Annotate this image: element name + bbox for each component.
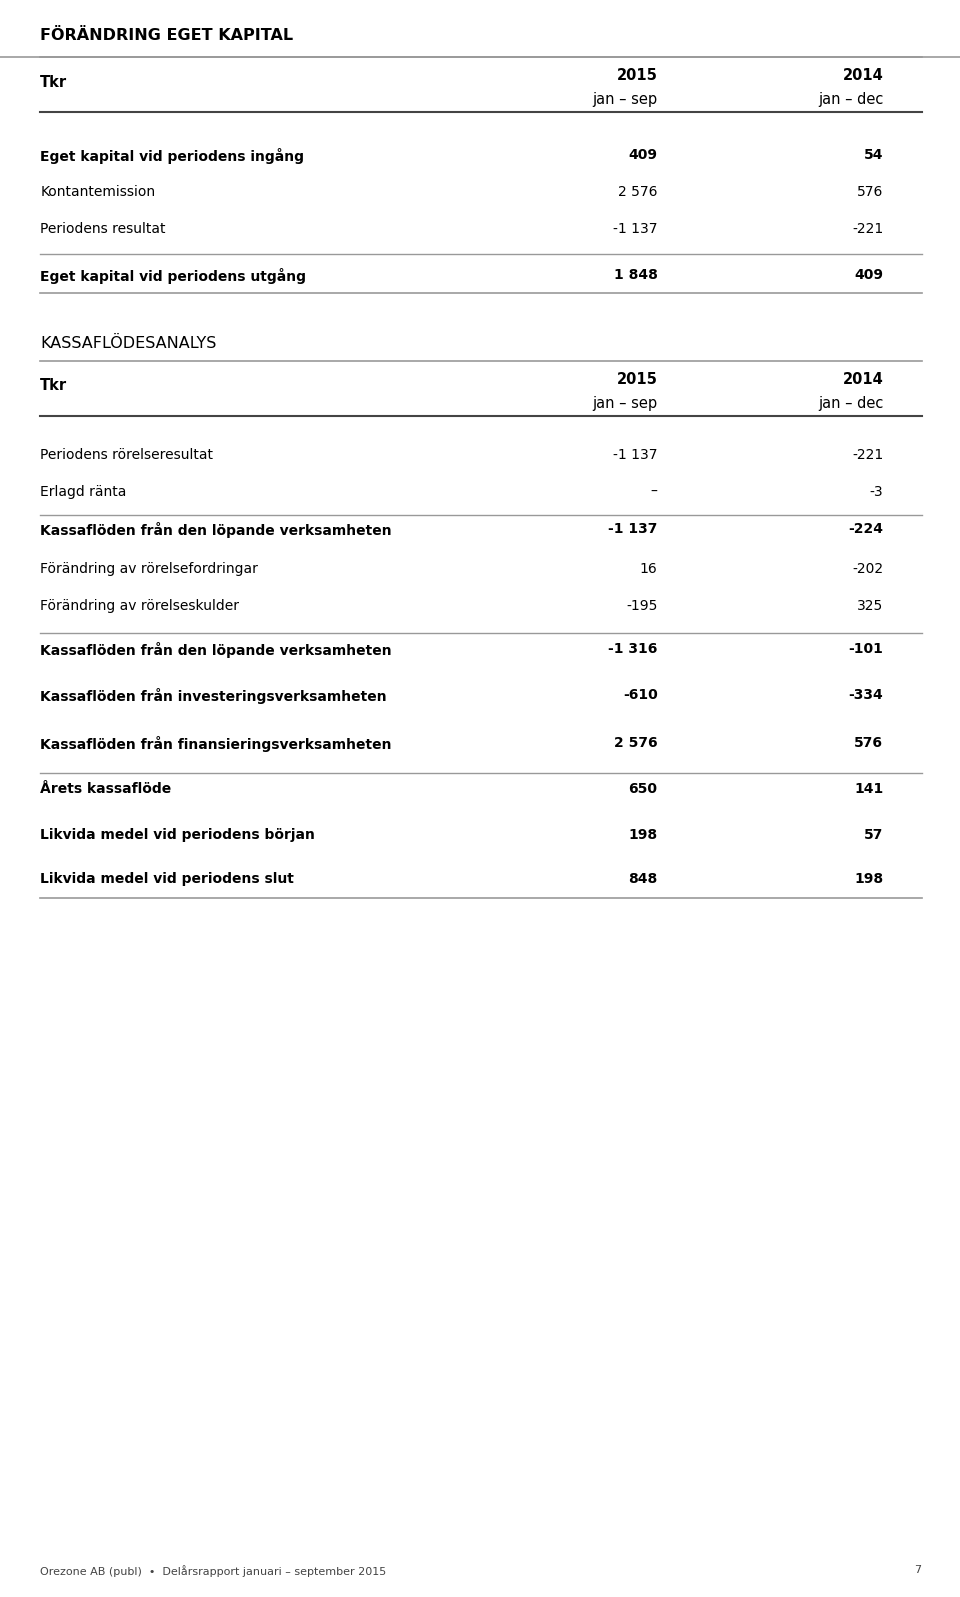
Text: -1 137: -1 137 bbox=[613, 222, 658, 236]
Text: 576: 576 bbox=[857, 185, 883, 200]
Text: Eget kapital vid periodens ingång: Eget kapital vid periodens ingång bbox=[40, 149, 304, 164]
Text: 650: 650 bbox=[629, 783, 658, 795]
Text: jan – dec: jan – dec bbox=[818, 93, 883, 107]
Text: -1 316: -1 316 bbox=[609, 642, 658, 656]
Text: 2015: 2015 bbox=[616, 69, 658, 83]
Text: 409: 409 bbox=[854, 268, 883, 283]
Text: 57: 57 bbox=[864, 827, 883, 842]
Text: Kassaflöden från den löpande verksamheten: Kassaflöden från den löpande verksamhete… bbox=[40, 522, 392, 538]
Text: 325: 325 bbox=[857, 599, 883, 613]
Text: 1 848: 1 848 bbox=[613, 268, 658, 283]
Text: Kontantemission: Kontantemission bbox=[40, 185, 156, 200]
Text: KASSAFLÖDESANALYS: KASSAFLÖDESANALYS bbox=[40, 335, 217, 351]
Text: -1 137: -1 137 bbox=[609, 522, 658, 537]
Text: 2 576: 2 576 bbox=[614, 736, 658, 751]
Text: Periodens rörelseresultat: Periodens rörelseresultat bbox=[40, 449, 213, 462]
Text: Periodens resultat: Periodens resultat bbox=[40, 222, 166, 236]
Text: -610: -610 bbox=[623, 688, 658, 703]
Text: 198: 198 bbox=[854, 872, 883, 886]
Text: -1 137: -1 137 bbox=[613, 449, 658, 462]
Text: 54: 54 bbox=[864, 149, 883, 161]
Text: jan – sep: jan – sep bbox=[592, 396, 658, 410]
Text: -101: -101 bbox=[849, 642, 883, 656]
Text: -221: -221 bbox=[852, 449, 883, 462]
Text: Årets kassaflöde: Årets kassaflöde bbox=[40, 783, 172, 795]
Text: 7: 7 bbox=[915, 1565, 922, 1575]
Text: Kassaflöden från den löpande verksamheten: Kassaflöden från den löpande verksamhete… bbox=[40, 642, 392, 658]
Text: Eget kapital vid periodens utgång: Eget kapital vid periodens utgång bbox=[40, 268, 306, 284]
Text: 2014: 2014 bbox=[843, 69, 883, 83]
Text: 2 576: 2 576 bbox=[618, 185, 658, 200]
Text: Förändring av rörelsefordringar: Förändring av rörelsefordringar bbox=[40, 562, 258, 577]
Text: -195: -195 bbox=[626, 599, 658, 613]
Text: jan – sep: jan – sep bbox=[592, 93, 658, 107]
Text: FÖRÄNDRING EGET KAPITAL: FÖRÄNDRING EGET KAPITAL bbox=[40, 29, 294, 43]
Text: Likvida medel vid periodens slut: Likvida medel vid periodens slut bbox=[40, 872, 294, 886]
Text: Tkr: Tkr bbox=[40, 378, 67, 393]
Text: 141: 141 bbox=[854, 783, 883, 795]
Text: -3: -3 bbox=[870, 485, 883, 498]
Text: Likvida medel vid periodens början: Likvida medel vid periodens början bbox=[40, 827, 315, 842]
Text: 409: 409 bbox=[629, 149, 658, 161]
Text: 2014: 2014 bbox=[843, 372, 883, 386]
Text: -202: -202 bbox=[852, 562, 883, 577]
Text: 198: 198 bbox=[629, 827, 658, 842]
Text: 576: 576 bbox=[854, 736, 883, 751]
Text: 848: 848 bbox=[629, 872, 658, 886]
Text: -334: -334 bbox=[849, 688, 883, 703]
Text: Kassaflöden från investeringsverksamheten: Kassaflöden från investeringsverksamhete… bbox=[40, 688, 387, 704]
Text: jan – dec: jan – dec bbox=[818, 396, 883, 410]
Text: Erlagd ränta: Erlagd ränta bbox=[40, 485, 127, 498]
Text: Förändring av rörelseskulder: Förändring av rörelseskulder bbox=[40, 599, 239, 613]
Text: -221: -221 bbox=[852, 222, 883, 236]
Text: 2015: 2015 bbox=[616, 372, 658, 386]
Text: -224: -224 bbox=[849, 522, 883, 537]
Text: Tkr: Tkr bbox=[40, 75, 67, 89]
Text: Kassaflöden från finansieringsverksamheten: Kassaflöden från finansieringsverksamhet… bbox=[40, 736, 392, 752]
Text: 16: 16 bbox=[640, 562, 658, 577]
Text: Orezone AB (publ)  •  Delårsrapport januari – september 2015: Orezone AB (publ) • Delårsrapport januar… bbox=[40, 1565, 387, 1576]
Text: –: – bbox=[651, 485, 658, 498]
